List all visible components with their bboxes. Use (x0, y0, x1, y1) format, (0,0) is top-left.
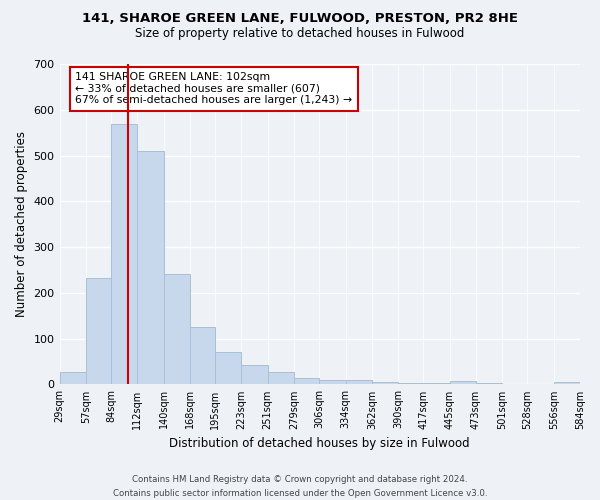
Bar (137, 151, 164, 384)
Bar (319, 380, 346, 384)
Y-axis label: Number of detached properties: Number of detached properties (15, 131, 28, 317)
Bar (86, 278, 111, 384)
Bar (268, 372, 294, 384)
Bar (215, 352, 241, 384)
Bar (424, 383, 449, 384)
Bar (59, 372, 86, 384)
Bar (190, 327, 215, 384)
Text: 141, SHAROE GREEN LANE, FULWOOD, PRESTON, PR2 8HE: 141, SHAROE GREEN LANE, FULWOOD, PRESTON… (82, 12, 518, 26)
Bar (398, 382, 424, 384)
Bar (449, 381, 476, 384)
Bar (554, 382, 580, 384)
Bar (294, 378, 319, 384)
Bar (241, 364, 268, 384)
Bar (164, 274, 190, 384)
Bar (476, 383, 502, 384)
Bar (372, 382, 398, 384)
Bar (111, 124, 137, 384)
X-axis label: Distribution of detached houses by size in Fulwood: Distribution of detached houses by size … (169, 437, 470, 450)
Text: 141 SHAROE GREEN LANE: 102sqm
← 33% of detached houses are smaller (607)
67% of : 141 SHAROE GREEN LANE: 102sqm ← 33% of d… (75, 72, 352, 105)
Bar (346, 380, 372, 384)
Text: Contains HM Land Registry data © Crown copyright and database right 2024.
Contai: Contains HM Land Registry data © Crown c… (113, 476, 487, 498)
Text: Size of property relative to detached houses in Fulwood: Size of property relative to detached ho… (136, 28, 464, 40)
